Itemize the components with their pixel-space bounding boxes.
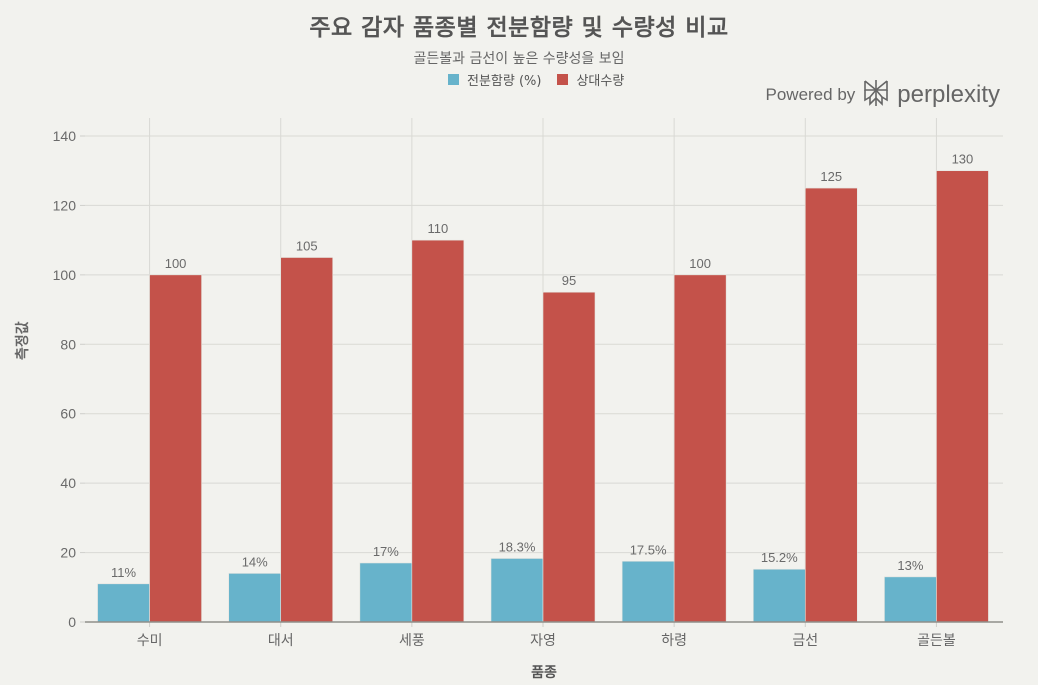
legend: 전분함량 (%) 상대수량 (448, 70, 634, 89)
bar-value-label: 18.3% (499, 539, 536, 554)
y-axis-label: 측정값 (15, 321, 31, 360)
y-tick-label: 80 (60, 336, 76, 352)
powered-by-badge: Powered by perplexity (765, 78, 1000, 112)
bar-value-label: 14% (242, 554, 268, 569)
bar-value-label: 13% (897, 558, 923, 573)
bar-value-label: 95 (562, 273, 576, 288)
x-tick-label: 골든볼 (917, 633, 956, 649)
x-tick-label: 수미 (137, 633, 163, 649)
bar-value-label: 125 (820, 169, 842, 184)
bar-value-label: 105 (296, 239, 318, 254)
y-tick-label: 140 (53, 128, 77, 144)
bar-yield[interactable] (804, 187, 858, 623)
bar-starch[interactable] (884, 576, 937, 623)
chart-title: 주요 감자 품종별 전분함량 및 수량성 비교 (309, 15, 729, 41)
bar-yield[interactable] (936, 170, 989, 623)
y-tick-label: 60 (60, 406, 76, 422)
perplexity-brand-text: perplexity (897, 81, 1000, 108)
bar-starch[interactable] (97, 583, 150, 623)
x-tick-label: 금선 (792, 633, 818, 649)
legend-swatch-yield (557, 74, 569, 85)
y-tick-label: 20 (60, 545, 76, 561)
chart-subtitle: 골든볼과 금선이 높은 수량성을 보임 (413, 51, 625, 67)
legend-item-starch[interactable]: 전분함량 (%) (448, 70, 541, 89)
y-tick-label: 100 (53, 267, 77, 283)
perplexity-logo-icon (861, 78, 891, 112)
x-axis-label: 품종 (531, 665, 557, 681)
bar-starch[interactable] (490, 558, 544, 623)
bar-yield[interactable] (411, 239, 465, 623)
legend-item-yield[interactable]: 상대수량 (557, 70, 624, 89)
bar-starch[interactable] (752, 568, 806, 623)
x-tick-label: 자영 (530, 633, 556, 649)
bar-value-label: 17.5% (630, 542, 667, 557)
bar-value-label: 11% (111, 565, 136, 580)
bar-value-label: 100 (689, 256, 711, 271)
bar-starch[interactable] (621, 560, 675, 623)
legend-label-yield: 상대수량 (576, 74, 625, 89)
x-tick-label: 하령 (661, 633, 687, 649)
x-tick-label: 세풍 (399, 633, 425, 649)
bar-value-label: 110 (427, 221, 448, 236)
bar-yield[interactable] (149, 274, 202, 623)
bar-starch[interactable] (359, 562, 413, 623)
y-tick-label: 0 (68, 614, 76, 630)
y-tick-label: 40 (60, 475, 76, 491)
bar-value-label: 15.2% (761, 550, 798, 565)
y-tick-label: 120 (53, 197, 77, 213)
bar-yield[interactable] (280, 257, 334, 623)
legend-swatch-starch (448, 74, 459, 85)
bar-yield[interactable] (542, 291, 596, 623)
bar-yield[interactable] (673, 274, 727, 623)
x-tick-label: 대서 (268, 633, 294, 649)
bar-value-label: 17% (373, 544, 399, 559)
bar-starch[interactable] (228, 573, 282, 623)
bar-value-label: 100 (165, 256, 187, 271)
bar-value-label: 130 (952, 152, 974, 167)
powered-by-text: Powered by (765, 85, 856, 104)
legend-label-starch: 전분함량 (%) (467, 74, 542, 89)
